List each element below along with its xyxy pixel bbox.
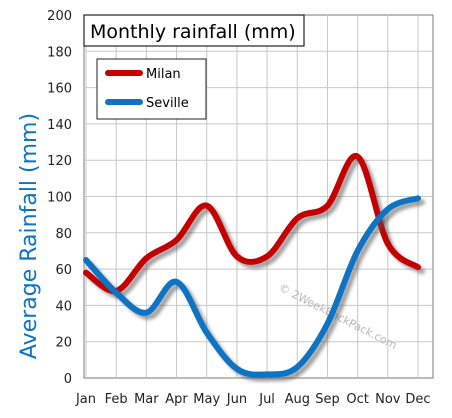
series-shadow-seville (87, 199, 425, 382)
y-tick-label: 60 (55, 263, 72, 278)
x-tick-label: Dec (405, 392, 430, 407)
y-tick-label: 80 (55, 227, 72, 242)
x-tick-label: Mar (134, 392, 159, 407)
y-tick-label: 140 (47, 118, 72, 133)
y-tick-label: 160 (47, 82, 72, 97)
x-axis-ticks: Jan Feb Mar Apr May Jun Jul Aug Sep Oct Nov Dec (75, 392, 431, 407)
y-tick-label: 0 (64, 372, 72, 387)
y-axis-ticks: 0 20 40 60 80 100 120 140 160 180 200 (47, 9, 72, 387)
y-tick-label: 200 (47, 9, 72, 24)
x-tick-label: Jun (226, 392, 247, 407)
x-tick-label: Aug (285, 392, 310, 407)
x-tick-label: Oct (346, 392, 368, 407)
y-tick-label: 180 (47, 45, 72, 60)
x-tick-label: Sep (315, 392, 340, 407)
x-tick-label: Apr (165, 392, 188, 407)
legend-label-milan: Milan (146, 67, 181, 82)
y-tick-label: 120 (47, 154, 72, 169)
legend-box (96, 58, 207, 120)
y-tick-label: 100 (47, 191, 72, 206)
title-box (83, 14, 305, 47)
x-tick-label: May (193, 392, 220, 407)
legend-label-seville: Seville (146, 96, 189, 111)
series-line-seville (83, 195, 421, 378)
legend: Milan Seville (96, 58, 207, 120)
x-tick-label: Feb (105, 392, 128, 407)
x-tick-label: Nov (375, 392, 401, 407)
series-layer (83, 153, 425, 382)
chart-title: Monthly rainfall (mm) (90, 21, 296, 43)
x-tick-label: Jan (75, 392, 96, 407)
gridlines (84, 15, 433, 378)
y-tick-label: 40 (55, 299, 72, 314)
y-tick-label: 20 (55, 336, 72, 351)
series-line-milan (83, 153, 421, 294)
x-tick-label: Jul (258, 392, 275, 407)
y-axis-label: Average Rainfall (mm) (17, 113, 42, 359)
